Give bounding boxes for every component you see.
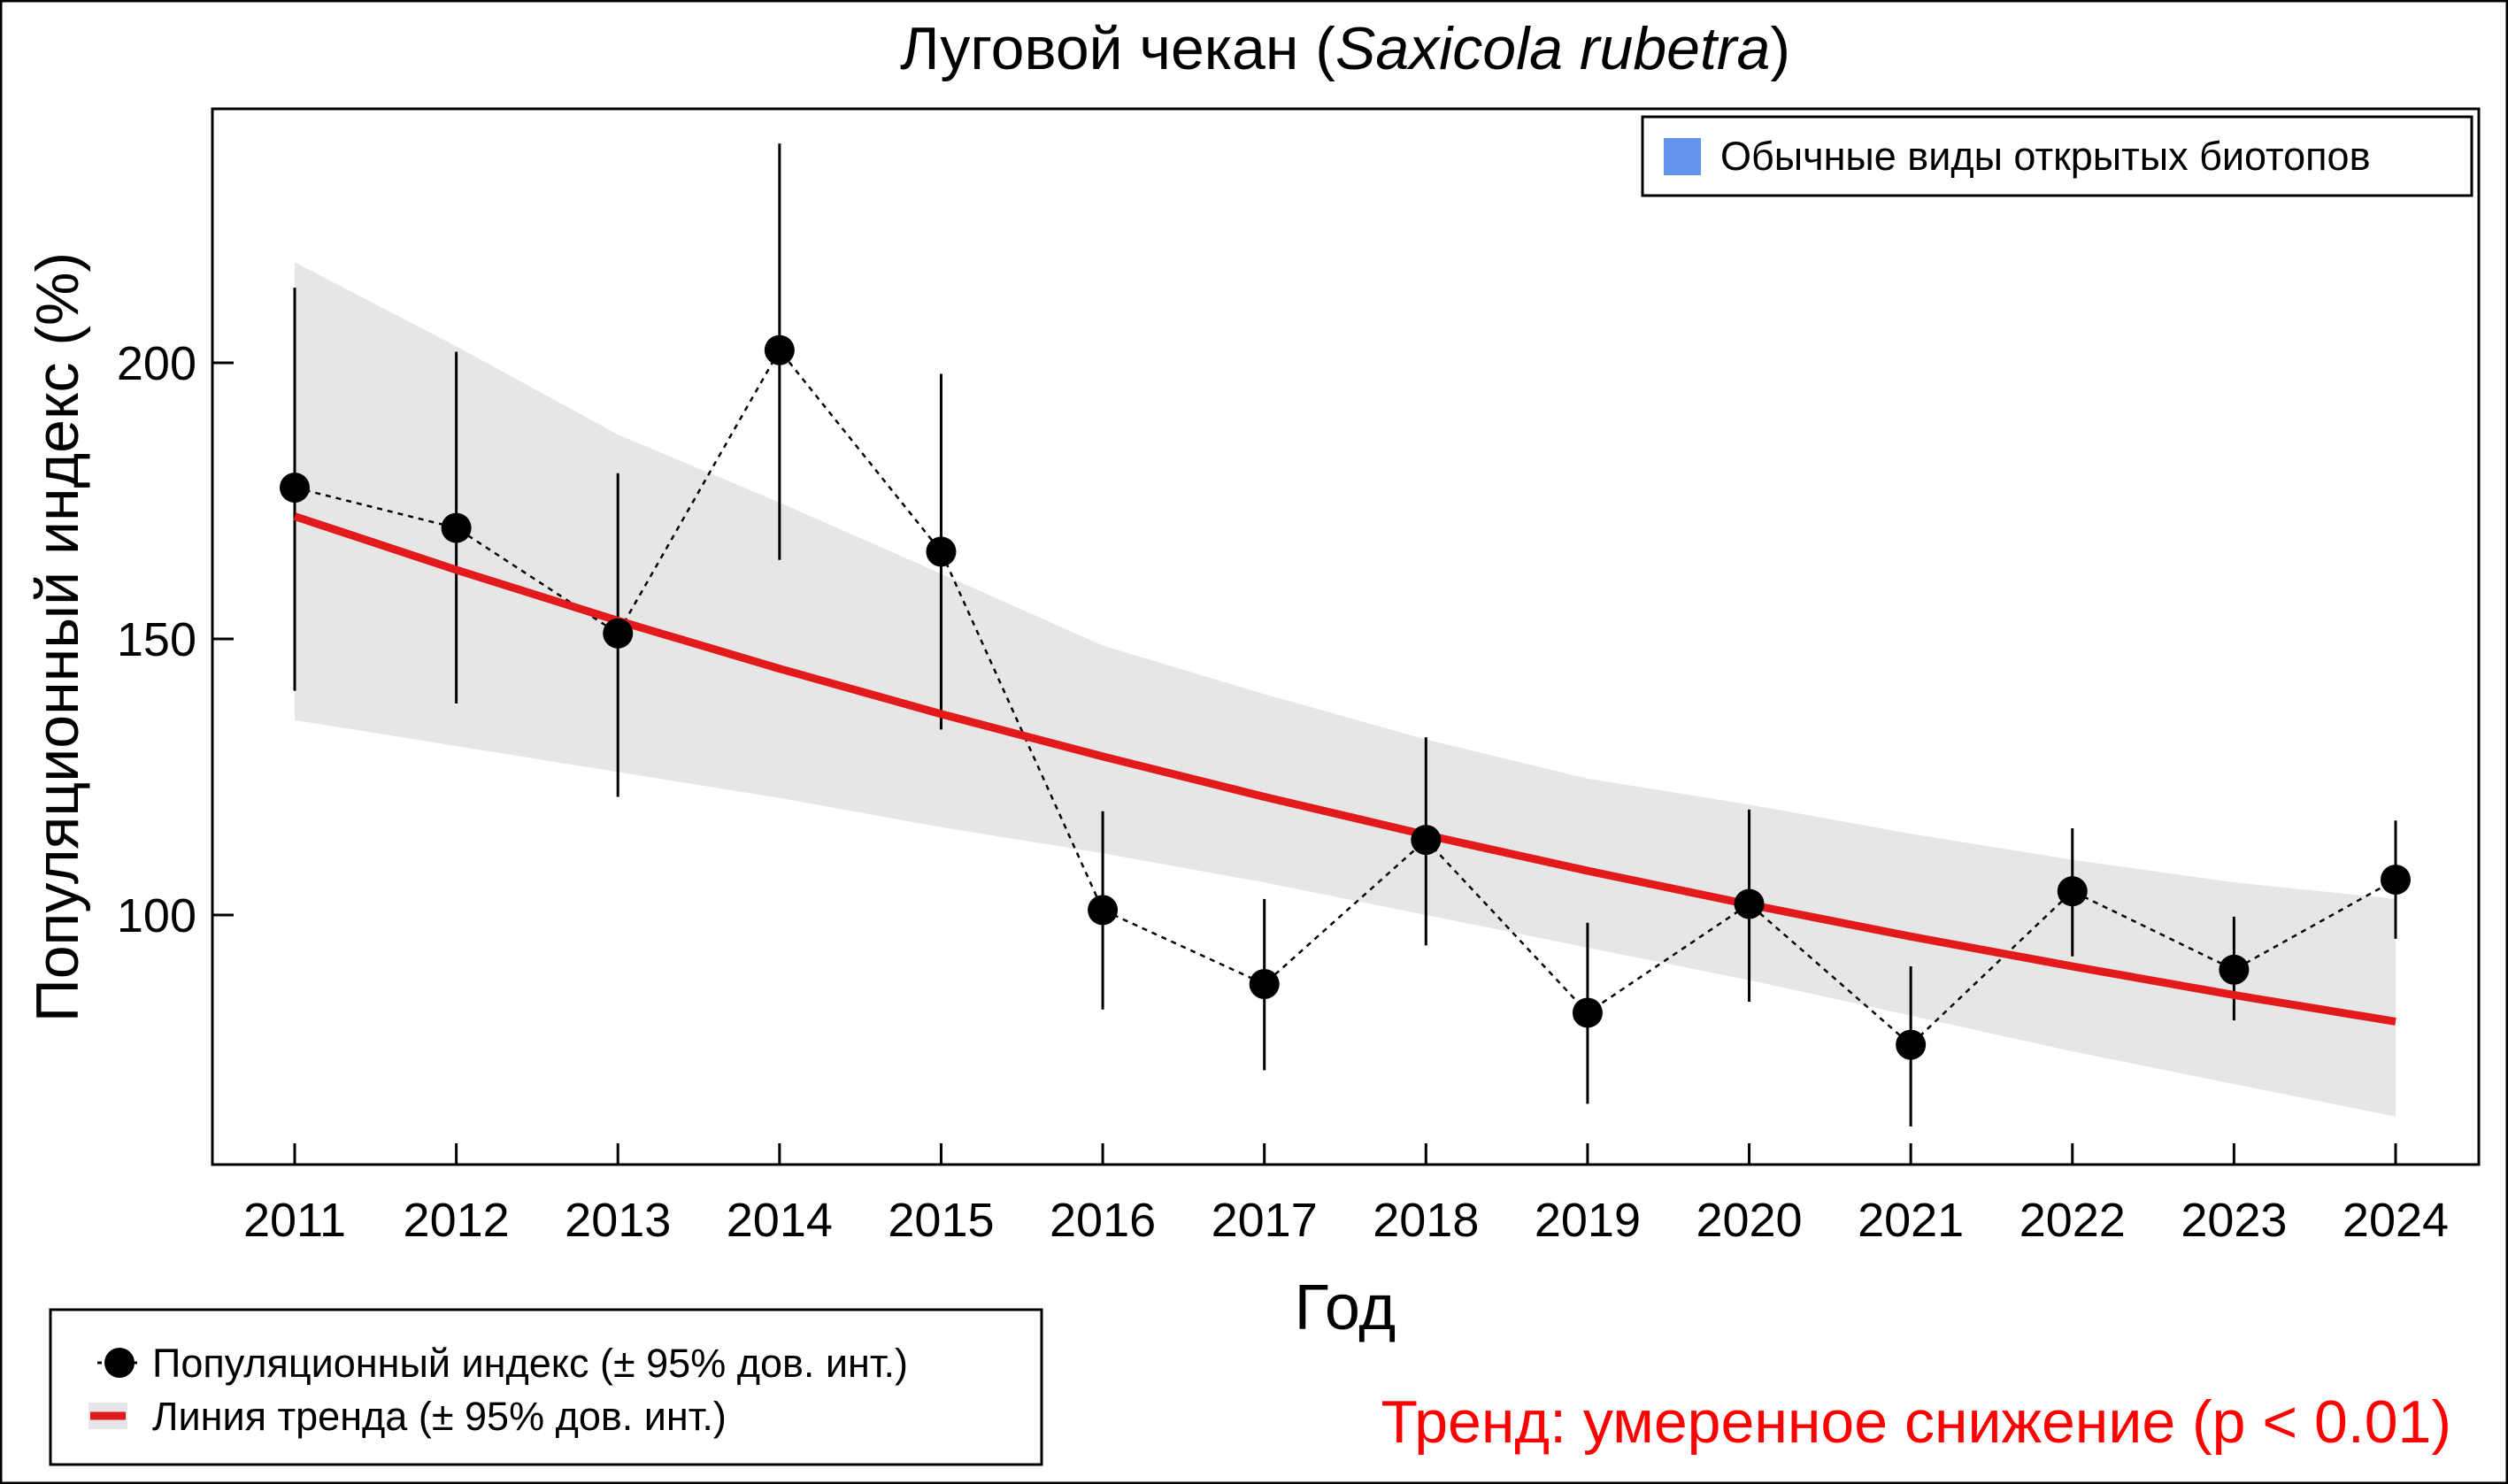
x-tick-label-2022: 2022 <box>2019 1194 2126 1247</box>
y-tick-label-200: 200 <box>117 337 196 390</box>
data-point-2018 <box>1411 825 1442 856</box>
data-point-2015 <box>926 536 957 567</box>
x-tick-label-2013: 2013 <box>565 1194 671 1247</box>
data-point-2023 <box>2219 954 2250 985</box>
x-tick-label-2012: 2012 <box>404 1194 510 1247</box>
x-tick-label-2021: 2021 <box>1858 1194 1964 1247</box>
x-tick-label-2020: 2020 <box>1696 1194 1802 1247</box>
series-legend: Популяционный индекс (± 95% дов. инт.) Л… <box>49 1308 1043 1466</box>
x-tick-label-2016: 2016 <box>1050 1194 1156 1247</box>
x-tick-label-2011: 2011 <box>243 1194 346 1247</box>
y-tick-label-150: 150 <box>117 613 196 666</box>
trend-text: Тренд: умеренное снижение (p < 0.01) <box>1381 1388 2452 1456</box>
x-tick-label-2023: 2023 <box>2181 1194 2287 1247</box>
group-legend-label: Обычные виды открытых биотопов <box>1720 134 2370 179</box>
chart-title: Луговой чекан (Saxicola rubetra) <box>900 15 1790 82</box>
data-point-2016 <box>1088 895 1119 926</box>
x-tick-label-2014: 2014 <box>727 1194 833 1247</box>
x-tick-label-2018: 2018 <box>1373 1194 1479 1247</box>
data-point-2020 <box>1734 888 1765 919</box>
trend-line <box>293 512 2396 1026</box>
data-point-2012 <box>441 512 472 543</box>
x-tick-label-2019: 2019 <box>1535 1194 1641 1247</box>
data-point-2024 <box>2381 865 2411 896</box>
legend-label-trend: Линия тренда (± 95% дов. инт.) <box>152 1394 727 1439</box>
index-line <box>294 348 2396 1047</box>
data-point-2017 <box>1249 969 1280 999</box>
trend-confidence-band <box>295 262 2396 1117</box>
group-legend: Обычные виды открытых биотопов <box>1641 115 2473 197</box>
data-point-2014 <box>764 334 795 365</box>
group-color-swatch <box>1664 138 1701 175</box>
data-point-2013 <box>603 618 634 649</box>
legend-label-index: Популяционный индекс (± 95% дов. инт.) <box>152 1341 908 1386</box>
data-point-2019 <box>1572 997 1603 1028</box>
x-tick-label-2015: 2015 <box>888 1194 994 1247</box>
x-axis-label: Год <box>1295 1273 1396 1343</box>
data-point-2022 <box>2057 876 2088 907</box>
x-tick-label-2024: 2024 <box>2343 1194 2449 1247</box>
y-axis-label: Популяционный индекс (%) <box>24 252 91 1022</box>
y-tick-label-100: 100 <box>117 889 196 942</box>
legend-point-icon <box>104 1348 135 1378</box>
x-tick-label-2017: 2017 <box>1212 1194 1318 1247</box>
plot-frame <box>211 107 2481 1166</box>
data-point-2011 <box>280 473 310 504</box>
data-point-2021 <box>1896 1029 1927 1060</box>
